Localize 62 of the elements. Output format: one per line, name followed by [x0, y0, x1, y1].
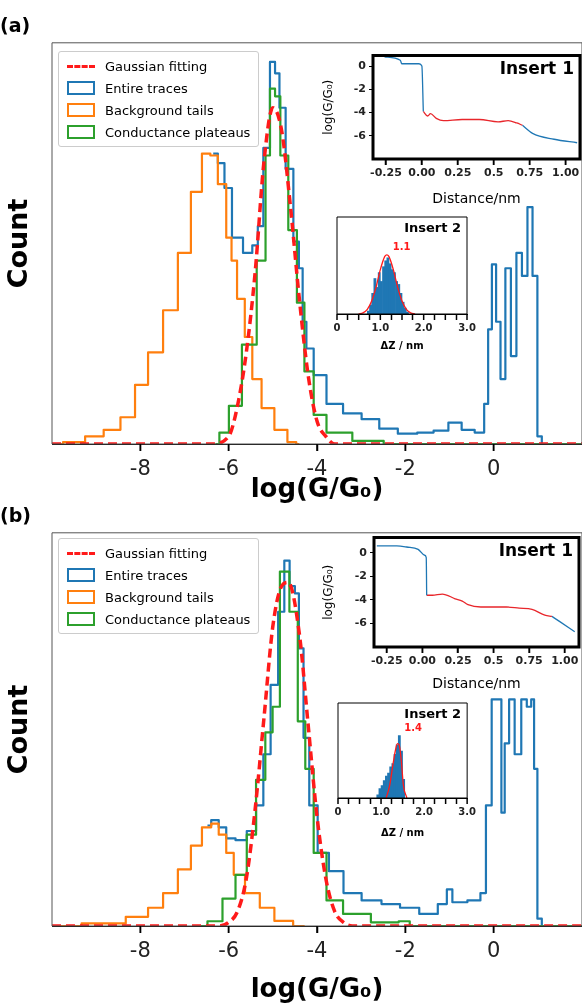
x-axis-title: Distance/nm	[432, 675, 521, 692]
x-tick-label: -6	[218, 456, 240, 481]
y-tick-label: -4	[354, 592, 368, 606]
x-tick-label: -8	[129, 456, 151, 481]
legend-label: Entire traces	[105, 567, 188, 583]
x-axis-title: ΔZ / nm	[380, 826, 425, 838]
y-tick-label: -6	[353, 128, 367, 142]
x-tick-label: -0.25	[370, 166, 402, 180]
x-tick-label: 0	[486, 456, 501, 481]
x-tick-label: 0.25	[444, 654, 472, 668]
x-tick-label: -6	[218, 938, 240, 963]
x-tick-label: 0	[486, 938, 501, 963]
y-tick-label: -2	[354, 569, 367, 583]
legend-label: Entire traces	[105, 80, 188, 96]
x-tick-label: 1.00	[551, 654, 579, 668]
x-tick-label: 3.0	[458, 805, 477, 817]
chart-title: Insert 1	[498, 539, 573, 560]
x-tick-label: 3.0	[458, 321, 476, 333]
x-tick-label: -0.25	[370, 654, 403, 668]
x-axis-title: ΔZ / nm	[380, 339, 424, 351]
x-axis-title: log(G/G₀)	[250, 973, 384, 1004]
chart-title: (a)	[0, 14, 31, 37]
x-tick-label: 2.0	[414, 321, 433, 333]
x-tick-label: -8	[129, 938, 151, 963]
y-tick-label: -2	[353, 82, 366, 96]
x-tick-label: 0.5	[483, 654, 504, 668]
legend-label: Conductance plateaus	[105, 124, 251, 140]
x-tick-label: 1.0	[372, 805, 390, 817]
annotation: 1.1	[392, 241, 411, 253]
x-tick-label: 0.5	[484, 166, 504, 180]
chart-title: Insert 2	[404, 219, 461, 235]
x-tick-label: -2	[394, 456, 416, 481]
legend-label: Gaussian fitting	[105, 58, 208, 74]
x-tick-label: 2.0	[415, 805, 433, 817]
y-tick-label: -6	[354, 616, 368, 630]
chart-title: (b)	[0, 504, 31, 527]
x-tick-label: 0.25	[444, 166, 472, 180]
legend-label: Background tails	[105, 102, 214, 118]
annotation: 1.4	[404, 722, 423, 734]
x-axis-title: Distance/nm	[432, 190, 521, 207]
y-axis-title: Count	[2, 684, 34, 775]
y-tick-label: -4	[353, 105, 367, 119]
y-axis-title: log(G/G₀)	[321, 564, 336, 620]
x-tick-label: 0.75	[515, 654, 543, 668]
x-tick-label: -4	[306, 938, 328, 963]
x-tick-label: 0.75	[516, 166, 544, 180]
y-axis-title: log(G/G₀)	[321, 79, 336, 135]
y-tick-label: 0	[358, 58, 367, 72]
y-tick-label: 0	[359, 545, 368, 559]
x-tick-label: 0	[333, 321, 341, 333]
legend-label: Conductance plateaus	[105, 611, 251, 627]
y-axis-title: Count	[2, 198, 34, 289]
x-tick-label: 0	[334, 805, 342, 817]
chart-title: Insert 1	[499, 57, 574, 78]
x-tick-label: 0.00	[408, 166, 436, 180]
legend-label: Background tails	[105, 589, 214, 605]
legend-label: Gaussian fitting	[105, 545, 208, 561]
chart-title: Insert 2	[404, 705, 462, 721]
x-tick-label: 0.00	[408, 654, 437, 668]
x-tick-label: 1.00	[552, 166, 580, 180]
x-tick-label: -2	[394, 938, 416, 963]
x-tick-label: 1.0	[371, 321, 390, 333]
